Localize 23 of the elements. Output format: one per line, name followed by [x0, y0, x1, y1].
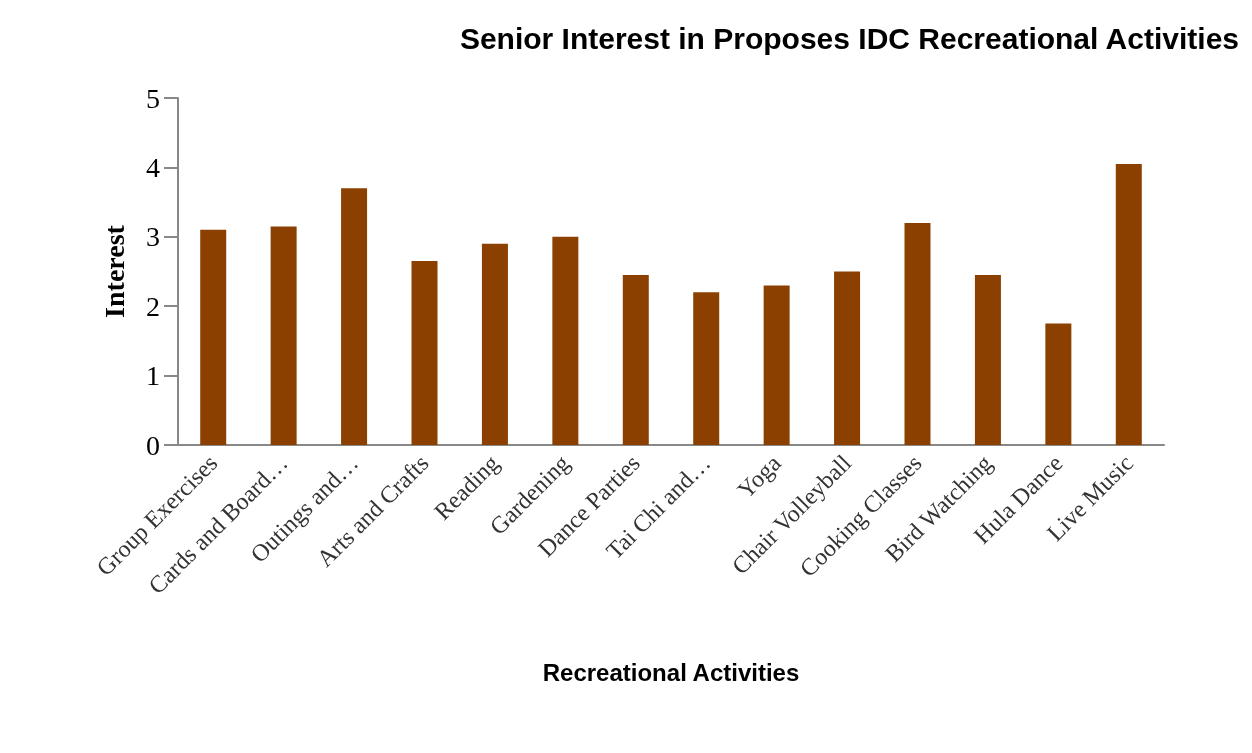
bar	[1045, 323, 1072, 445]
bar	[481, 243, 508, 445]
bar	[200, 229, 227, 445]
y-tick-label: 0	[146, 429, 160, 461]
bar	[904, 222, 931, 445]
y-tick-label: 3	[146, 221, 160, 253]
y-tick-label: 2	[146, 290, 160, 322]
bar	[341, 188, 368, 445]
bar	[411, 261, 438, 445]
y-tick-label: 4	[146, 151, 160, 183]
bar	[834, 271, 861, 445]
bar	[622, 274, 649, 445]
y-axis-title: Interest	[98, 224, 130, 318]
y-tick-label: 5	[146, 82, 160, 114]
bar	[552, 236, 579, 445]
bar	[974, 274, 1001, 445]
bar	[1115, 163, 1142, 445]
x-axis-title: Recreational Activities	[542, 658, 800, 686]
bar	[763, 285, 790, 445]
bar	[270, 226, 297, 445]
y-tick-label: 1	[146, 360, 160, 392]
bar	[693, 292, 720, 445]
chart-title: Senior Interest in Proposes IDC Recreational Activities	[459, 21, 1239, 55]
